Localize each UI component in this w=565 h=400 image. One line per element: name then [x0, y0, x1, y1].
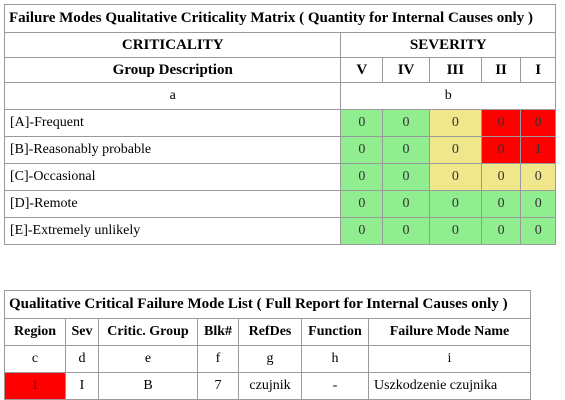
letter-g: g — [238, 345, 302, 373]
matrix-cell: 0 — [340, 217, 384, 245]
matrix-cell: 0 — [480, 136, 522, 164]
header-blk: Blk# — [197, 318, 239, 346]
matrix-row-label: [E]-Extremely unlikely — [3, 217, 342, 245]
header-critic-group: Critic. Group — [98, 318, 198, 346]
matrix-cell: 1 — [520, 136, 556, 164]
matrix-body: [A]-Frequent 0 0 0 0 0 [B]-Reasonably probable… — [3, 109, 556, 245]
matrix-cell: 0 — [340, 190, 384, 218]
header-refdes: RefDes — [238, 318, 302, 346]
header-sev: Sev — [65, 318, 99, 346]
letter-c: c — [4, 345, 66, 373]
letter-i: i — [368, 345, 531, 373]
row-function: - — [301, 372, 369, 400]
matrix-cell: 0 — [340, 163, 384, 191]
matrix-row: [A]-Frequent 0 0 0 0 0 — [3, 109, 556, 137]
matrix-row: [C]-Occasional 0 0 0 0 0 — [3, 163, 556, 191]
matrix-cell: 0 — [428, 109, 482, 137]
matrix-row-label: [A]-Frequent — [3, 109, 342, 137]
matrix-cell: 0 — [340, 136, 384, 164]
header-region: Region — [4, 318, 66, 346]
severity-header: SEVERITY — [340, 32, 556, 58]
column-letter-b: b — [340, 82, 556, 110]
matrix-cell: 0 — [520, 109, 556, 137]
list-title: Qualitative Critical Failure Mode List (… — [4, 290, 531, 319]
column-letter-a: a — [3, 82, 342, 110]
header-function: Function — [301, 318, 369, 346]
matrix-cell: 0 — [382, 163, 430, 191]
matrix-row: [E]-Extremely unlikely 0 0 0 0 0 — [3, 217, 556, 245]
matrix-cell: 0 — [382, 217, 430, 245]
critical-failure-mode-list-table: Qualitative Critical Failure Mode List (… — [4, 290, 531, 400]
row-region: 1 — [4, 372, 66, 400]
row-refdes: czujnik — [238, 372, 302, 400]
matrix-cell: 0 — [520, 217, 556, 245]
criticality-header: CRITICALITY — [3, 32, 342, 58]
criticality-matrix-table: Failure Modes Qualitative Criticality Ma… — [3, 4, 556, 245]
row-sev: I — [65, 372, 99, 400]
severity-level-I: I — [520, 57, 556, 83]
matrix-cell: 0 — [480, 163, 522, 191]
row-failure-mode-name: Uszkodzenie czujnika — [368, 372, 531, 400]
letter-f: f — [197, 345, 239, 373]
matrix-cell: 0 — [382, 190, 430, 218]
matrix-row: [D]-Remote 0 0 0 0 0 — [3, 190, 556, 218]
severity-level-V: V — [340, 57, 384, 83]
row-blk: 7 — [197, 372, 239, 400]
matrix-cell: 0 — [382, 109, 430, 137]
matrix-cell: 0 — [428, 136, 482, 164]
severity-level-II: II — [480, 57, 522, 83]
table-row: 1 I B 7 czujnik - Uszkodzenie czujnika — [4, 372, 531, 400]
matrix-title: Failure Modes Qualitative Criticality Ma… — [4, 4, 556, 33]
matrix-cell: 0 — [340, 109, 384, 137]
matrix-cell: 0 — [428, 190, 482, 218]
letter-e: e — [98, 345, 198, 373]
matrix-cell: 0 — [520, 190, 556, 218]
matrix-cell: 0 — [428, 163, 482, 191]
header-failure-mode-name: Failure Mode Name — [368, 318, 531, 346]
letter-d: d — [65, 345, 99, 373]
matrix-row-label: [D]-Remote — [3, 190, 342, 218]
matrix-cell: 0 — [480, 190, 522, 218]
matrix-row: [B]-Reasonably probable 0 0 0 0 1 — [3, 136, 556, 164]
severity-level-IV: IV — [382, 57, 430, 83]
group-description-header: Group Description — [3, 57, 342, 83]
matrix-cell: 0 — [428, 217, 482, 245]
matrix-cell: 0 — [520, 163, 556, 191]
matrix-cell: 0 — [382, 136, 430, 164]
row-critic-group: B — [98, 372, 198, 400]
letter-h: h — [301, 345, 369, 373]
matrix-cell: 0 — [480, 109, 522, 137]
matrix-cell: 0 — [480, 217, 522, 245]
severity-level-III: III — [428, 57, 482, 83]
matrix-row-label: [C]-Occasional — [3, 163, 342, 191]
matrix-row-label: [B]-Reasonably probable — [3, 136, 342, 164]
